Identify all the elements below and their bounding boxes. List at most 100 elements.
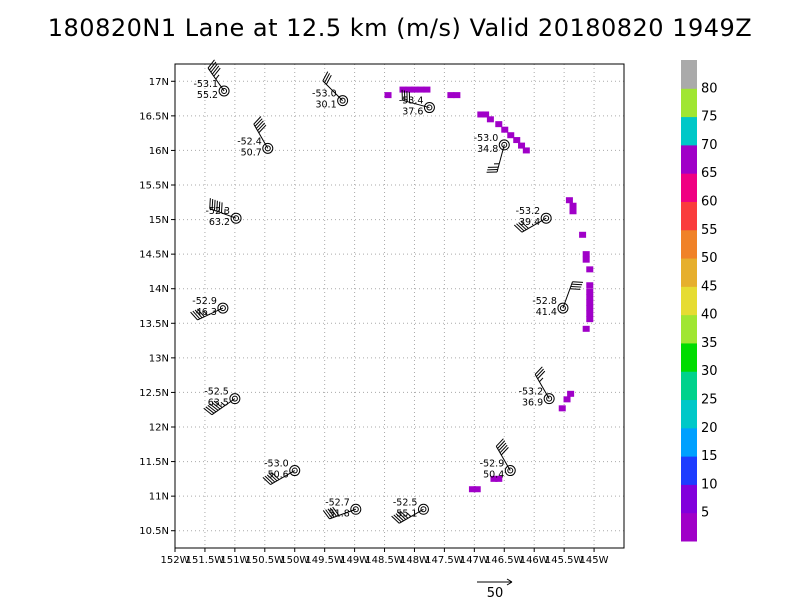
station: -52.450.7 [237, 116, 274, 158]
wind-barb-flag [324, 73, 330, 83]
wind-barb-flag [269, 473, 278, 482]
colorbar-segment [681, 144, 697, 174]
cloud-pixel [579, 231, 587, 238]
station-wind-speed: 50.4 [483, 470, 504, 481]
wind-barb-flag [571, 283, 583, 286]
colorbar-segment [681, 116, 697, 146]
wind-barb-flag [196, 308, 205, 318]
colorbar-segment [681, 427, 697, 457]
station: -53.239.4 [513, 206, 552, 233]
cloud-pixel [477, 111, 485, 118]
cloud-pixel [411, 86, 419, 93]
wind-barb-flag [213, 67, 221, 77]
station-wind-speed: 55.2 [197, 90, 218, 101]
map-frame [174, 63, 625, 549]
colorbar-segment [681, 342, 697, 372]
colorbar-label: 25 [701, 393, 718, 408]
colorbar-segment [681, 314, 697, 344]
wind-barb-flag [500, 447, 509, 456]
colorbar-segment [681, 201, 697, 231]
wind-barb-flag [254, 118, 263, 127]
cloud-pixel [468, 486, 476, 493]
wind-barb-flag [498, 442, 507, 451]
station: -53.034.8 [474, 133, 510, 173]
cloud-pixel [522, 147, 530, 154]
lon-tick-label: 147.5W [425, 555, 464, 566]
reference-vector-head [506, 578, 513, 586]
cloud-pixel [513, 137, 521, 144]
station-marker-inner [501, 141, 508, 148]
station-temperature: -52.8 [532, 296, 557, 307]
wind-barb-flag [266, 474, 276, 483]
station-marker [218, 85, 230, 97]
cloud-pixel [569, 202, 577, 209]
station-wind-speed: 39.4 [519, 217, 540, 228]
wind-barb-flag [497, 440, 506, 449]
station-marker-inner [546, 395, 553, 402]
colorbar-segment [681, 258, 697, 287]
wind-barb-flag [192, 310, 201, 320]
wind-barb-flag [205, 406, 215, 414]
colorbar-label: 60 [701, 194, 718, 209]
station-marker [543, 393, 555, 405]
station-marker-inner [420, 506, 427, 513]
wind-barb-flag [570, 285, 582, 288]
wind-barb-flag [213, 400, 223, 408]
station-marker-inner [559, 305, 566, 312]
colorbar-label: 45 [701, 279, 718, 294]
wind-barb-flag [499, 444, 508, 454]
colorbar-segment [681, 512, 697, 542]
lat-tick-label: 15N [149, 215, 169, 226]
wind-barb-flag [572, 281, 583, 283]
wind-barb-flag [325, 74, 332, 85]
lon-tick-label: 151W [220, 555, 249, 566]
wind-barb-flag [322, 71, 329, 82]
colorbar-segment [681, 456, 697, 485]
colorbar-label: 30 [701, 364, 718, 379]
cloud-pixel [486, 116, 494, 123]
station-marker [498, 139, 510, 151]
wind-barb-flag [190, 311, 198, 321]
wind-barb-flag [220, 202, 223, 213]
wind-barb-flag [194, 309, 203, 319]
lon-tick-label: 145W [580, 555, 609, 566]
cloud-pixel [405, 86, 413, 93]
station-marker-inner [291, 467, 298, 474]
station-marker-inner [543, 215, 550, 222]
station: -52.363.2 [205, 198, 242, 228]
station-marker [229, 393, 241, 405]
wind-barb-flag [399, 510, 409, 519]
station-marker [417, 503, 429, 515]
cloud-pixel [423, 86, 431, 93]
cloud-pixel [586, 310, 594, 317]
station-wind-speed: 63.2 [209, 217, 230, 228]
wind-barb-flag [516, 223, 525, 232]
wind-barb-flag [264, 475, 273, 484]
reference-vector-label: 50 [487, 586, 504, 600]
station-marker [423, 102, 435, 114]
wind-barb-flag [209, 61, 217, 71]
lat-tick-label: 12N [149, 423, 169, 434]
colorbar-segment [681, 399, 697, 429]
station-marker [262, 142, 274, 154]
lat-tick-label: 13.5N [139, 319, 169, 330]
wind-barb-flag [322, 510, 330, 520]
map-title: 180820N1 Lane at 12.5 km (m/s) Valid 201… [47, 14, 753, 42]
lat-tick-label: 16N [149, 146, 169, 157]
station-wind-speed: 63.5 [208, 398, 229, 409]
cloud-pixel [586, 299, 594, 306]
colorbar-label: 55 [701, 223, 718, 238]
colorbar-segment [681, 371, 697, 401]
station-wind-speed: 50.7 [241, 147, 262, 158]
lon-tick-label: 151.5W [186, 555, 225, 566]
wind-barb-flag [271, 472, 280, 480]
colorbar-label: 20 [701, 421, 718, 436]
lat-tick-label: 16.5N [139, 111, 169, 122]
lat-tick-label: 15.5N [139, 181, 169, 192]
wind-barb-flag [325, 509, 333, 519]
station-marker [504, 465, 516, 477]
cloud-pixel [582, 256, 590, 263]
station-temperature: -53.2 [519, 387, 544, 398]
lon-tick-label: 149W [340, 555, 369, 566]
colorbar-label: 50 [701, 251, 718, 266]
